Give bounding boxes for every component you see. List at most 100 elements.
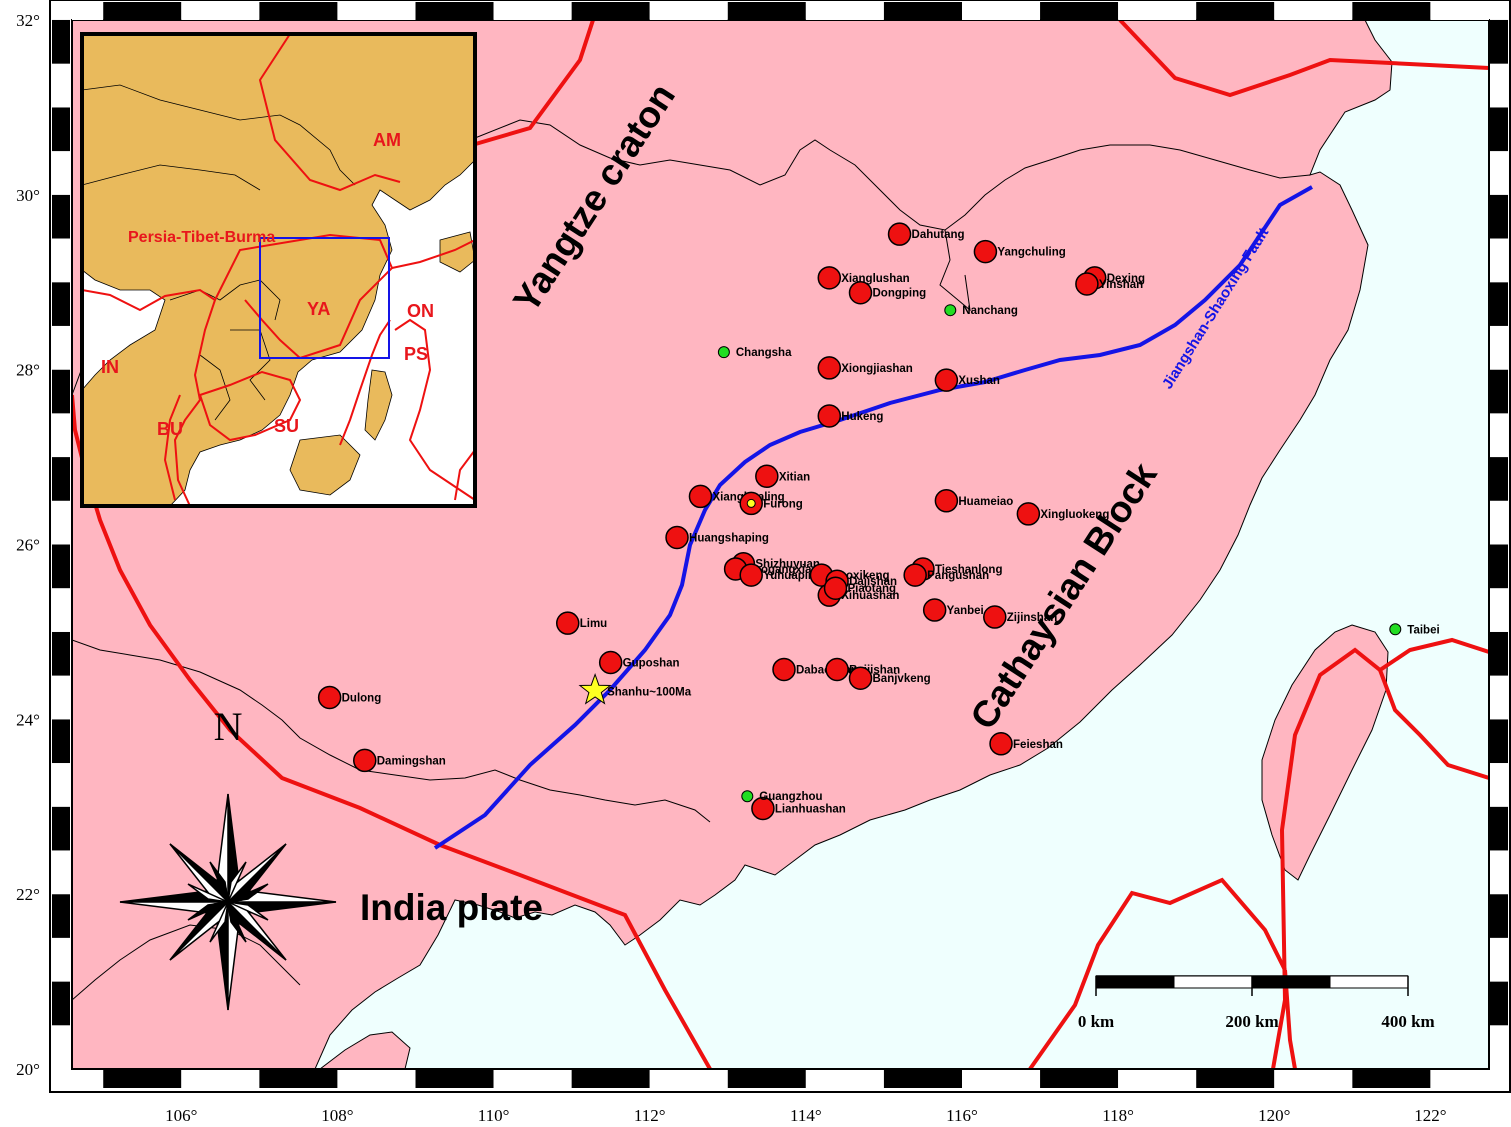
city-nanchang: Nanchang (944, 304, 1018, 317)
star-marker (578, 673, 612, 705)
deposit-marker (922, 598, 947, 622)
lon-tick-label: 110° (478, 1106, 510, 1125)
deposit-label: Feieshan (1013, 739, 1063, 751)
inset-philippines (364, 369, 393, 441)
lat-tick-label: 20° (16, 1060, 40, 1079)
deposit-marker (772, 657, 796, 682)
map-frame (49, 0, 1511, 1093)
deposit-label: Yangchuling (997, 247, 1065, 259)
deposit-marker (755, 464, 779, 489)
furong-inner-marker (746, 498, 756, 508)
scale-label-400: 400 km (1381, 1012, 1434, 1031)
deposit-label: Limu (580, 618, 607, 630)
deposit-xushan: Xushan (934, 368, 1000, 392)
deposit-marker (934, 489, 959, 513)
lat-tick-label: 32° (16, 11, 40, 30)
scale-label-0: 0 km (1078, 1012, 1114, 1031)
deposit-damingshan: Damingshan (353, 748, 446, 773)
city-marker (717, 346, 730, 359)
deposit-lianhuashan: Lianhuashan (751, 796, 846, 821)
deposit-marker (825, 657, 849, 682)
deposit-label: Xitian (779, 471, 810, 483)
deposit-marker (665, 525, 689, 550)
lon-tick-label: 112° (634, 1106, 666, 1125)
deposit-marker (817, 404, 842, 428)
deposit-xiongjiashan: Xiongjiashan (817, 356, 913, 380)
deposit-label: Pangushan (927, 570, 989, 582)
deposit-label: Yuhuaping (763, 570, 822, 582)
city-label: Guangzhou (759, 791, 822, 803)
city-taibei: Taibei (1389, 623, 1440, 636)
deposit-label: Dahutang (912, 229, 965, 241)
deposit-limu: Limu (555, 611, 607, 635)
deposit-pangushan: Pangushan (903, 563, 989, 587)
deposit-xitian: Xitian (755, 464, 810, 489)
inset-study-area-box (259, 237, 390, 359)
deposit-marker (823, 576, 848, 600)
deposit-marker (989, 732, 1013, 756)
hainan-island (319, 1031, 411, 1069)
deposit-label: Yinshan (1099, 279, 1143, 291)
lon-tick-label: 106° (165, 1106, 197, 1125)
lon-tick-label: 120° (1258, 1106, 1290, 1125)
scale-bar: 0 km 200 km 400 km (1078, 975, 1435, 1031)
deposit-dongping: Dongping (848, 280, 927, 305)
deposit-marker (353, 748, 377, 773)
deposit-label: Yanbei (947, 605, 984, 617)
jiangshan-shaoxing-fault-line (433, 185, 1313, 850)
deposit-marker (555, 611, 580, 635)
deposit-marker (983, 605, 1007, 629)
deposit-banjvkeng: Banjvkeng (848, 666, 931, 690)
deposit-huameiao: Huameiao (934, 489, 1013, 513)
inset-land (82, 34, 475, 506)
longitude-labels: 106° 108° 110° 112° 114° 116° 118° 120° 122° (165, 1106, 1446, 1125)
lon-tick-label: 116° (946, 1106, 978, 1125)
deposit-label: Xiongjiashan (841, 363, 913, 375)
deposit-xingluokeng: Xingluokeng (1016, 502, 1109, 526)
city-label: Nanchang (962, 305, 1018, 317)
deposit-yaogangxian: Yaogangxian (723, 557, 819, 581)
deposit-label: Dongping (873, 288, 927, 300)
city-changsha: Changsha (717, 346, 792, 359)
deposit-marker (1016, 502, 1041, 526)
deposit-label: Damingshan (377, 755, 446, 767)
scale-label-200: 200 km (1225, 1012, 1278, 1031)
lat-tick-label: 30° (16, 186, 40, 205)
lat-tick-label: 28° (16, 361, 40, 380)
deposit-feieshan: Feieshan (989, 732, 1063, 756)
deposit-label: Tieshanlong (935, 564, 1003, 576)
inset-plate-boundaries (82, 34, 475, 506)
india-plate-label: India plate (360, 887, 543, 928)
city-label: Taibei (1407, 624, 1439, 636)
deposit-label: Guposhan (623, 657, 680, 669)
lat-tick-label: 22° (16, 885, 40, 904)
deposit-yangchuling: Yangchuling (973, 239, 1066, 264)
deposit-label: Huangshaping (689, 532, 769, 544)
deposits-layer: Dahutang Yangchuling Xianglushan Dongping De… (317, 222, 1145, 821)
lon-tick-label: 114° (790, 1106, 822, 1125)
deposit-yanbei: Yanbei (922, 598, 984, 622)
city-marker (1389, 623, 1402, 636)
deposit-label: Xingluokeng (1040, 509, 1109, 521)
inset-japan (439, 231, 475, 273)
deposit-label: Zijinshan (1007, 612, 1057, 624)
deposit-label: Xihuashan (841, 590, 899, 602)
star-layer: Shanhu~100Ma (578, 498, 756, 705)
city-marker (944, 304, 957, 317)
latitude-labels: 32° 30° 28° 26° 24° 22° 20° (16, 11, 40, 1079)
deposit-marker (739, 563, 763, 587)
city-marker (741, 790, 754, 803)
deposit-dulong: Dulong (317, 685, 381, 710)
deposit-zijinshan: Zijinshan (983, 605, 1057, 629)
inset-label-ps: PS (404, 344, 428, 364)
inset-label-su: SU (274, 416, 299, 436)
cities-layer: Nanchang Changsha Guangzhou Taibei (717, 304, 1440, 803)
deposit-hukeng: Hukeng (817, 404, 883, 428)
deposit-label: Dajishan (849, 576, 897, 588)
deposit-dahutang: Dahutang (887, 222, 965, 246)
deposit-label: Huameiao (958, 496, 1013, 508)
lon-tick-label: 122° (1414, 1106, 1446, 1125)
deposit-marker (887, 222, 912, 246)
inset-label-bu: BU (157, 419, 183, 439)
inset-label-persia-tibet-burma: Persia-Tibet-Burma (128, 229, 275, 246)
